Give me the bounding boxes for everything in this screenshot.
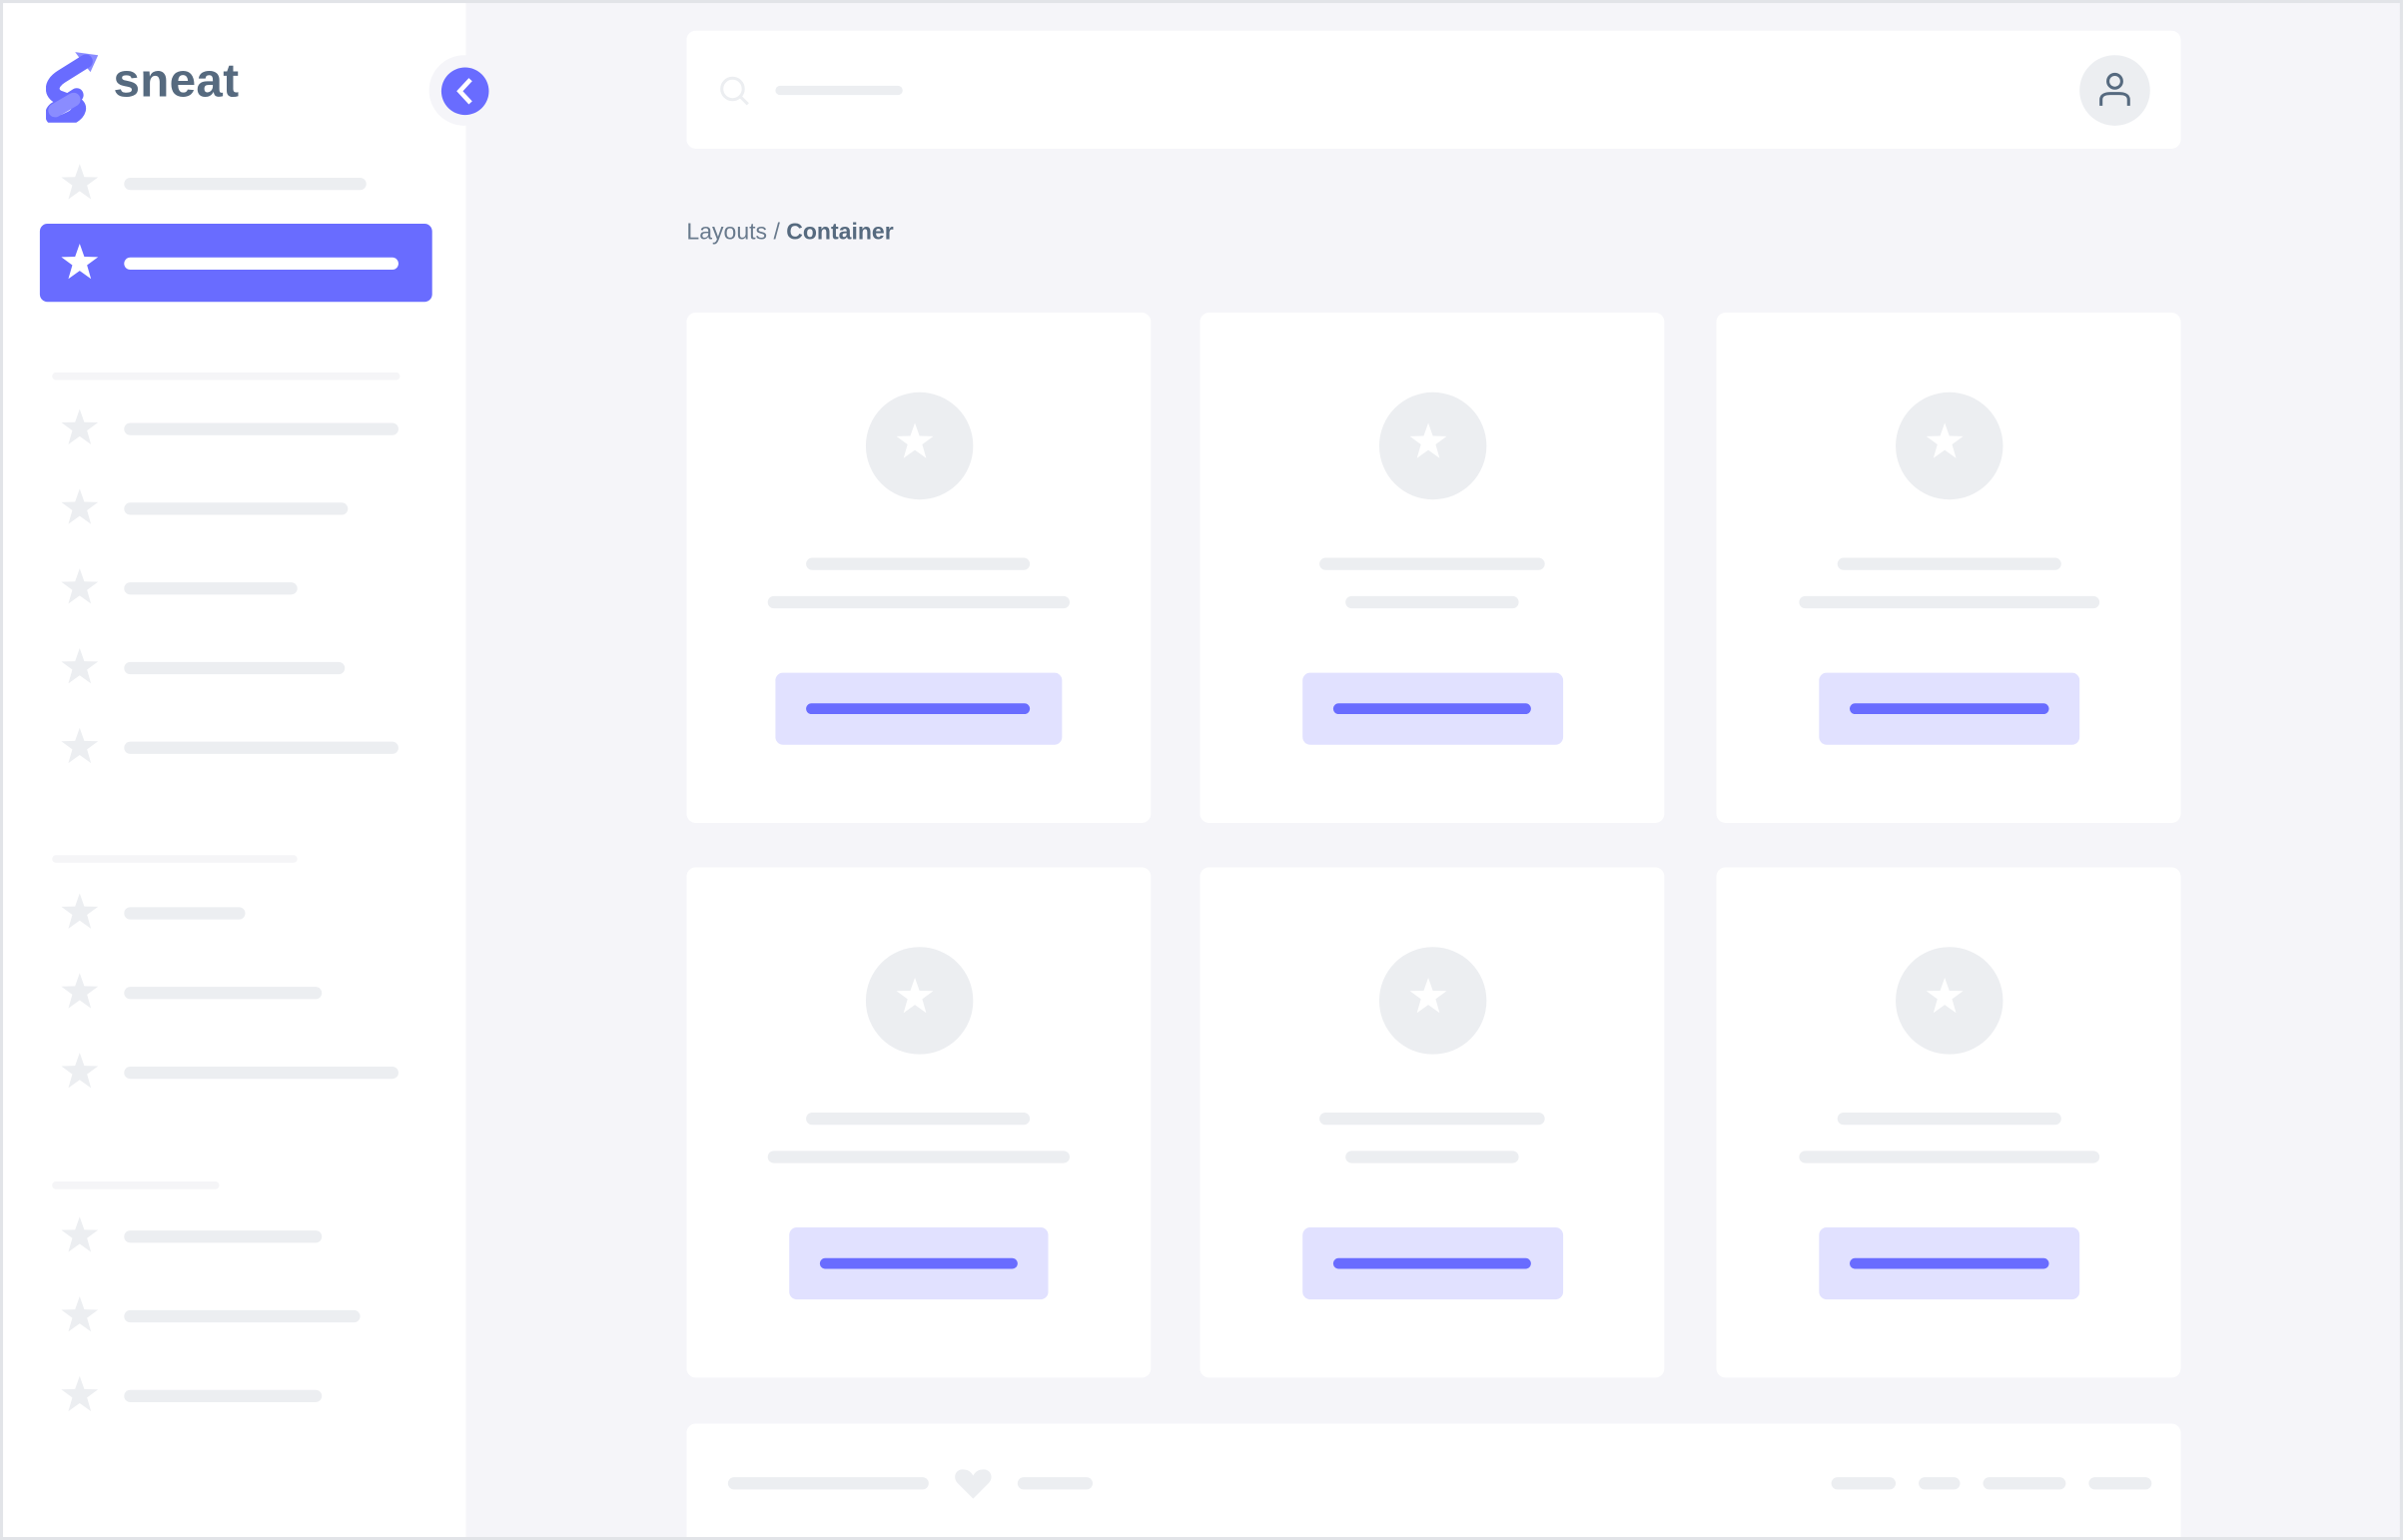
star-icon xyxy=(60,972,100,1012)
footer-link[interactable] xyxy=(1919,1477,1961,1490)
sidebar-item[interactable] xyxy=(124,177,367,191)
card-description xyxy=(1799,1151,2100,1163)
card-button[interactable] xyxy=(1302,1227,1564,1300)
card xyxy=(1716,313,2181,823)
sidebar-item[interactable] xyxy=(124,741,399,754)
card xyxy=(686,313,1152,823)
star-icon xyxy=(1408,976,1457,1025)
card xyxy=(1716,867,2181,1378)
star-icon xyxy=(60,567,100,607)
star-icon xyxy=(60,487,100,527)
card-title xyxy=(1319,557,1545,570)
sidebar-item[interactable] xyxy=(124,1309,361,1323)
sidebar-item[interactable] xyxy=(124,257,399,271)
card-icon-circle xyxy=(1378,947,1487,1055)
star-icon xyxy=(60,647,100,687)
sidebar-item[interactable] xyxy=(124,422,399,435)
heart-icon xyxy=(955,1469,992,1499)
sidebar-section-header xyxy=(52,372,400,381)
sidebar: sneat xyxy=(3,3,500,1538)
card-button-label xyxy=(1332,1257,1531,1269)
card-button[interactable] xyxy=(789,1227,1049,1300)
star-icon xyxy=(60,1215,100,1255)
star-icon xyxy=(895,976,944,1025)
card-button-label xyxy=(806,703,1031,715)
card-button-label xyxy=(1332,703,1531,715)
card-title xyxy=(1319,1112,1545,1126)
card-button-label xyxy=(1850,703,2049,715)
breadcrumb-parent[interactable]: Layouts xyxy=(686,219,768,246)
card-icon-circle xyxy=(1896,391,2003,500)
star-icon xyxy=(60,163,100,203)
card-title xyxy=(1837,1112,2061,1126)
card-icon-circle xyxy=(1896,947,2003,1055)
sidebar-section-header xyxy=(52,1181,220,1189)
sidebar-toggle-button[interactable] xyxy=(440,67,489,116)
card-description xyxy=(767,595,1071,609)
star-icon xyxy=(60,726,100,766)
search-input[interactable] xyxy=(775,85,903,96)
star-icon xyxy=(895,421,944,470)
sidebar-item[interactable] xyxy=(124,1389,323,1402)
card xyxy=(1200,313,1665,823)
star-icon xyxy=(60,242,100,282)
sidebar-item[interactable] xyxy=(124,582,298,595)
card-button[interactable] xyxy=(1819,1227,2080,1300)
sidebar-item[interactable] xyxy=(124,1230,323,1243)
sidebar-item[interactable] xyxy=(124,1066,399,1080)
card-icon-circle xyxy=(865,391,974,500)
breadcrumb-separator: / xyxy=(773,219,780,246)
star-icon xyxy=(60,407,100,447)
sidebar-item[interactable] xyxy=(124,661,346,675)
sidebar-item[interactable] xyxy=(124,987,323,1000)
card-description xyxy=(1345,1151,1519,1163)
chevron-left-icon xyxy=(456,78,472,105)
card-title xyxy=(806,557,1031,570)
sidebar-item[interactable] xyxy=(124,907,246,920)
star-icon xyxy=(60,1052,100,1092)
star-icon xyxy=(60,892,100,932)
sidebar-section-header xyxy=(52,855,298,863)
star-icon xyxy=(1925,421,1974,470)
user-avatar[interactable] xyxy=(2079,55,2150,126)
footer-link[interactable] xyxy=(1831,1477,1897,1490)
search-icon[interactable] xyxy=(719,75,753,109)
card xyxy=(1200,867,1665,1378)
breadcrumb-current: Container xyxy=(786,219,894,246)
card-button-label xyxy=(819,1257,1018,1269)
star-icon xyxy=(1408,421,1457,470)
card-description xyxy=(1799,595,2100,609)
card-button[interactable] xyxy=(1302,672,1564,745)
brand-name[interactable]: sneat xyxy=(113,53,240,108)
navbar xyxy=(686,30,2181,149)
footer-text xyxy=(727,1477,929,1490)
card-title xyxy=(806,1112,1031,1126)
sneat-logo-icon xyxy=(45,49,101,129)
card-description xyxy=(767,1151,1071,1163)
card-icon-circle xyxy=(865,947,974,1055)
card-button[interactable] xyxy=(1819,672,2080,745)
star-icon xyxy=(60,1295,100,1335)
star-icon xyxy=(1925,976,1974,1025)
user-icon xyxy=(2099,72,2130,106)
footer-link[interactable] xyxy=(1017,1477,1094,1490)
card-description xyxy=(1345,595,1519,609)
card-button[interactable] xyxy=(775,672,1063,745)
breadcrumb: Layouts / Container xyxy=(686,219,893,245)
footer-link[interactable] xyxy=(1983,1477,2066,1490)
footer-link[interactable] xyxy=(2088,1477,2152,1490)
footer xyxy=(686,1423,2181,1538)
card-button-label xyxy=(1850,1257,2049,1269)
card xyxy=(686,867,1152,1378)
star-icon xyxy=(60,1374,100,1414)
sidebar-item[interactable] xyxy=(124,502,349,515)
card-icon-circle xyxy=(1378,391,1487,500)
card-title xyxy=(1837,557,2061,570)
